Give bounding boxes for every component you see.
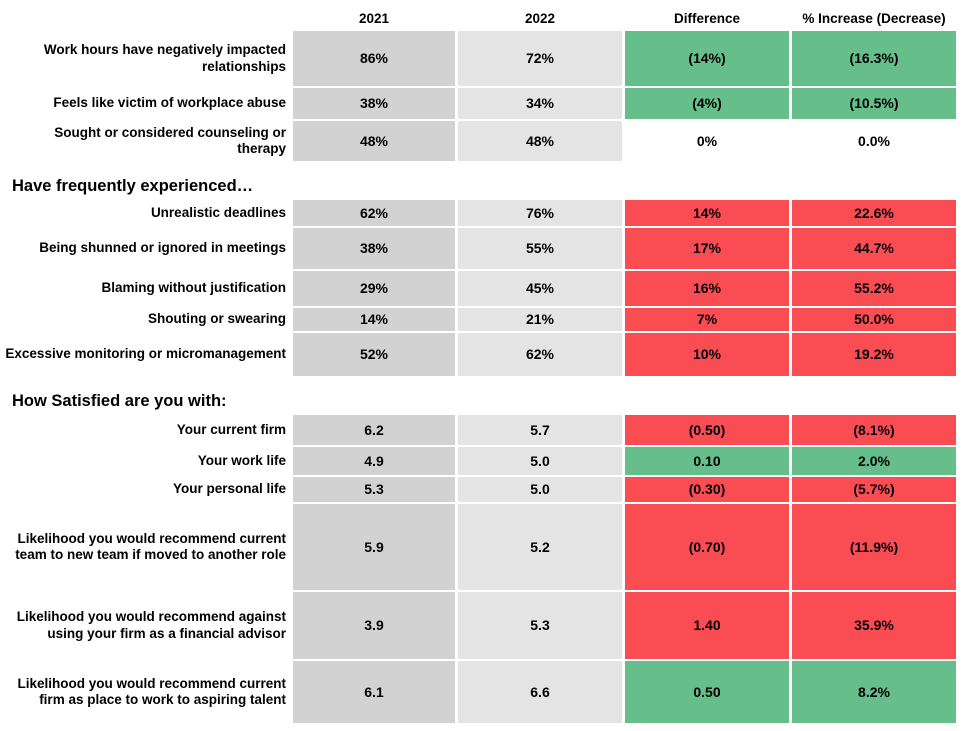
row-label: Likelihood you would recommend current t…: [0, 504, 290, 590]
cell-2022-value: 62%: [458, 333, 622, 376]
cell-difference-value: (0.30): [625, 477, 789, 502]
cell-2021-value: 86%: [293, 31, 455, 86]
table-row: Your personal life 5.3 5.0 (0.30) (5.7%): [0, 477, 966, 502]
row-label: Your personal life: [0, 477, 290, 502]
cell-difference-value: (0.50): [625, 415, 789, 445]
cell-pct-change-value: 35.9%: [792, 592, 956, 659]
column-header-difference: Difference: [673, 11, 741, 26]
column-header-pct-increase-decrease: % Increase (Decrease): [802, 11, 946, 26]
cell-2022-value: 55%: [458, 228, 622, 269]
column-header-row: 2021 2022 Difference % Increase (Decreas…: [0, 8, 966, 28]
table-row: Likelihood you would recommend current f…: [0, 661, 966, 723]
cell-pct-change-value: (10.5%): [792, 88, 956, 119]
table-row: Work hours have negatively impacted rela…: [0, 31, 966, 86]
cell-2021-value: 4.9: [293, 447, 455, 475]
row-label: Sought or considered counseling or thera…: [0, 121, 290, 161]
cell-pct-change-value: (11.9%): [792, 504, 956, 590]
cell-2022-value: 5.7: [458, 415, 622, 445]
table-row: Unrealistic deadlines 62% 76% 14% 22.6%: [0, 200, 966, 226]
table-row: Likelihood you would recommend current t…: [0, 504, 966, 590]
row-label: Being shunned or ignored in meetings: [0, 228, 290, 269]
cell-difference-value: 7%: [625, 308, 789, 331]
table-row: Sought or considered counseling or thera…: [0, 121, 966, 161]
row-label-column-spacer: [0, 26, 290, 28]
cell-2022-value: 5.2: [458, 504, 622, 590]
cell-2022-value: 34%: [458, 88, 622, 119]
cell-2021-value: 29%: [293, 271, 455, 306]
table-row: Feels like victim of workplace abuse 38% 3…: [0, 88, 966, 119]
column-header-2022: 2022: [524, 11, 556, 26]
row-label: Shouting or swearing: [0, 308, 290, 331]
row-label: Unrealistic deadlines: [0, 200, 290, 226]
cell-difference-value: 10%: [625, 333, 789, 376]
cell-difference-value: 16%: [625, 271, 789, 306]
table-row: Your current firm 6.2 5.7 (0.50) (8.1%): [0, 415, 966, 445]
cell-pct-change-value: (16.3%): [792, 31, 956, 86]
column-header-2021: 2021: [358, 11, 390, 26]
cell-2021-value: 5.3: [293, 477, 455, 502]
cell-difference-value: 14%: [625, 200, 789, 226]
cell-difference-value: 0.50: [625, 661, 789, 723]
cell-2022-value: 45%: [458, 271, 622, 306]
cell-pct-change-value: 2.0%: [792, 447, 956, 475]
cell-2022-value: 72%: [458, 31, 622, 86]
table-row: Being shunned or ignored in meetings 38% 5…: [0, 228, 966, 269]
cell-difference-value: (0.70): [625, 504, 789, 590]
cell-difference-value: 0.10: [625, 447, 789, 475]
table-row: Likelihood you would recommend against u…: [0, 592, 966, 659]
cell-2021-value: 38%: [293, 88, 455, 119]
cell-difference-value: (4%): [625, 88, 789, 119]
cell-pct-change-value: (8.1%): [792, 415, 956, 445]
row-label: Work hours have negatively impacted rela…: [0, 31, 290, 86]
cell-2021-value: 6.1: [293, 661, 455, 723]
cell-2022-value: 48%: [458, 121, 622, 161]
cell-pct-change-value: 50.0%: [792, 308, 956, 331]
cell-difference-value: 1.40: [625, 592, 789, 659]
cell-2021-value: 48%: [293, 121, 455, 161]
cell-2022-value: 76%: [458, 200, 622, 226]
cell-pct-change-value: 44.7%: [792, 228, 956, 269]
row-label: Likelihood you would recommend against u…: [0, 592, 290, 659]
table-row: Shouting or swearing 14% 21% 7% 50.0%: [0, 308, 966, 331]
cell-2022-value: 5.3: [458, 592, 622, 659]
cell-pct-change-value: 0.0%: [792, 121, 956, 161]
cell-2021-value: 14%: [293, 308, 455, 331]
table-row: Your work life 4.9 5.0 0.10 2.0%: [0, 447, 966, 475]
cell-2021-value: 6.2: [293, 415, 455, 445]
cell-pct-change-value: 8.2%: [792, 661, 956, 723]
cell-difference-value: 17%: [625, 228, 789, 269]
cell-2022-value: 5.0: [458, 447, 622, 475]
cell-2021-value: 3.9: [293, 592, 455, 659]
cell-pct-change-value: (5.7%): [792, 477, 956, 502]
row-label: Feels like victim of workplace abuse: [0, 88, 290, 119]
cell-pct-change-value: 22.6%: [792, 200, 956, 226]
table-row: Blaming without justification 29% 45% 16% 55…: [0, 271, 966, 306]
row-label: Likelihood you would recommend current f…: [0, 661, 290, 723]
cell-pct-change-value: 19.2%: [792, 333, 956, 376]
section-header: How Satisfied are you with:: [12, 392, 227, 410]
table-row: Excessive monitoring or micromanagement 5…: [0, 333, 966, 376]
cell-2021-value: 38%: [293, 228, 455, 269]
cell-2021-value: 52%: [293, 333, 455, 376]
cell-2022-value: 6.6: [458, 661, 622, 723]
comparison-table-body: Work hours have negatively impacted rela…: [0, 31, 966, 723]
cell-2022-value: 5.0: [458, 477, 622, 502]
cell-pct-change-value: 55.2%: [792, 271, 956, 306]
section-header: Have frequently experienced…: [12, 177, 254, 195]
cell-2022-value: 21%: [458, 308, 622, 331]
row-label: Your current firm: [0, 415, 290, 445]
row-label: Excessive monitoring or micromanagement: [0, 333, 290, 376]
cell-difference-value: 0%: [625, 121, 789, 161]
cell-2021-value: 5.9: [293, 504, 455, 590]
cell-difference-value: (14%): [625, 31, 789, 86]
row-label: Your work life: [0, 447, 290, 475]
row-label: Blaming without justification: [0, 271, 290, 306]
cell-2021-value: 62%: [293, 200, 455, 226]
